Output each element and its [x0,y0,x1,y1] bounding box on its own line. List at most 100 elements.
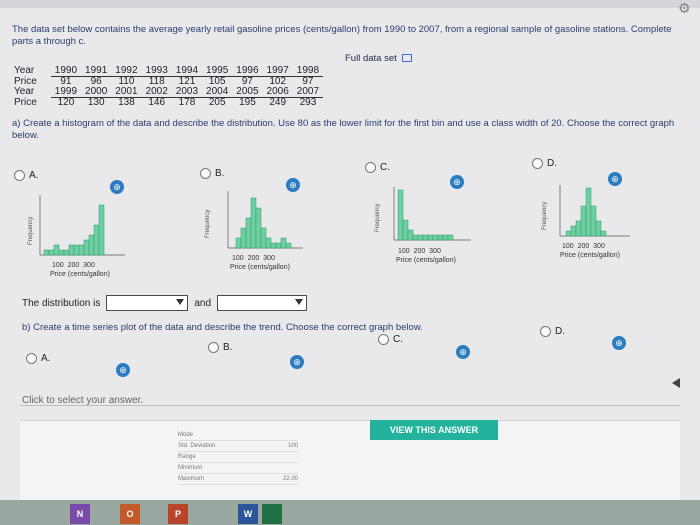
year-cell: 2001 [111,87,142,98]
year-cell: 2000 [81,87,112,98]
table-row: Year 1999 2000 2001 2002 2003 2004 2005 … [10,86,324,98]
radio-button[interactable] [208,342,219,353]
zoom-icon[interactable]: ⊕ [456,345,470,359]
chevron-down-icon [176,299,185,305]
x-tick: 200 [413,248,426,255]
histogram-option-c [393,187,471,241]
option-label: C. [393,334,403,345]
price-cell: 120 [57,97,75,108]
x-axis-label: Price (cents/gallon) [396,257,456,264]
price-cell: 138 [118,97,135,108]
click-to-select-text: Click to select your answer. [22,395,144,406]
price-cell: 110 [118,76,135,87]
x-tick: 200 [67,262,80,269]
year-cell: 1998 [292,66,324,77]
x-tick: 200 [577,243,590,250]
year-cell: 1999 [50,87,82,98]
distribution-shape-dropdown[interactable] [106,295,189,311]
radio-button[interactable] [200,168,211,179]
option-label: C. [380,162,390,173]
option-label: D. [555,326,565,337]
year-cell: 2007 [292,87,324,98]
option-a-radio[interactable]: A. [26,353,50,364]
option-a-radio[interactable]: A. [14,170,38,181]
zoom-icon[interactable]: ⊕ [290,355,304,369]
radio-button[interactable] [540,326,551,337]
office-app-icon[interactable]: O [120,504,140,524]
option-b-radio[interactable]: B. [208,342,232,353]
price-cell: 205 [208,97,226,108]
top-strip [0,0,700,8]
year-cell: 2004 [202,87,233,98]
left-arrow-icon[interactable] [672,378,680,388]
option-label: A. [41,353,51,364]
gear-icon[interactable]: ⚙ [678,0,691,16]
y-axis-label: Frequency [542,201,548,230]
stats-panel: Mode Std. Deviation 100 Range Minimum Max… [178,430,298,492]
distribution-sentence: The distribution is and [22,295,308,311]
view-this-answer-button[interactable]: VIEW THIS ANSWER [370,420,498,440]
option-b-radio[interactable]: B. [200,168,224,179]
x-tick: 100 [398,248,410,255]
sentence-prefix: The distribution is [22,297,101,309]
histogram-option-b [227,191,303,249]
year-cell: 1995 [202,66,233,77]
stats-row: Mode [178,430,298,441]
option-c-radio[interactable]: C. [365,162,390,173]
x-axis-label: Price (cents/gallon) [230,264,290,271]
option-label: A. [29,170,39,181]
radio-button[interactable] [532,158,543,169]
zoom-icon[interactable]: ⊕ [612,336,626,350]
radio-button[interactable] [14,170,25,181]
part-b-prompt: b) Create a time series plot of the data… [22,322,423,333]
x-tick: 100 [52,262,64,269]
word-app-icon[interactable]: W [238,504,258,524]
stat-label: Maximum [178,476,205,482]
y-axis-label: Frequency [375,203,381,232]
stats-row: Range [178,452,298,463]
year-cell: 1991 [81,66,112,77]
year-cell: 2005 [232,87,263,98]
x-tick-labels: 100 200 300 [398,248,441,255]
year-cell: 1996 [232,66,263,77]
radio-button[interactable] [365,162,376,173]
zoom-icon[interactable]: ⊕ [608,172,622,186]
y-axis-label: Frequency [28,216,34,245]
table-row: Price 120 130 138 146 178 205 195 249 29… [10,97,323,109]
stat-label: Std. Deviation [178,443,216,449]
powerpoint-app-icon[interactable]: P [168,504,188,524]
stat-value: 22.00 [282,476,298,482]
zoom-icon[interactable]: ⊕ [286,178,300,192]
stat-label: Range [178,454,196,460]
onenote-app-icon[interactable]: N [70,504,90,524]
x-tick-labels: 100 200 300 [562,243,605,250]
stat-value: 100 [287,443,298,449]
year-cell: 1990 [50,66,82,77]
full-data-set-link[interactable]: Full data set [345,53,413,64]
zoom-icon[interactable]: ⊕ [116,363,130,377]
excel-app-icon[interactable] [262,504,282,524]
radio-button[interactable] [26,353,37,364]
question-intro: The data set below contains the average … [12,24,672,47]
radio-button[interactable] [378,334,389,345]
histogram-option-a [39,195,125,256]
zoom-icon[interactable]: ⊕ [110,180,124,194]
option-label: D. [547,158,557,169]
price-cell: 146 [148,97,166,108]
zoom-icon[interactable]: ⊕ [450,175,464,189]
answer-panel [20,420,680,501]
option-d-radio[interactable]: D. [540,326,565,337]
price-cell: 118 [148,76,165,87]
option-c-radio[interactable]: C. [378,334,403,345]
full-data-label: Full data set [345,53,397,64]
price-cell: 195 [239,97,256,108]
table-row: Year 1990 1991 1992 1993 1994 1995 1996 … [10,66,324,77]
x-tick-labels: 100 200 300 [52,262,95,269]
x-tick: 100 [562,243,574,250]
x-tick: 300 [83,262,95,269]
x-axis-label: Price (cents/gallon) [560,252,620,259]
row-label: Year [14,86,35,98]
distribution-detail-dropdown[interactable] [217,295,308,311]
year-cell: 2006 [262,87,293,98]
option-d-radio[interactable]: D. [532,158,557,169]
